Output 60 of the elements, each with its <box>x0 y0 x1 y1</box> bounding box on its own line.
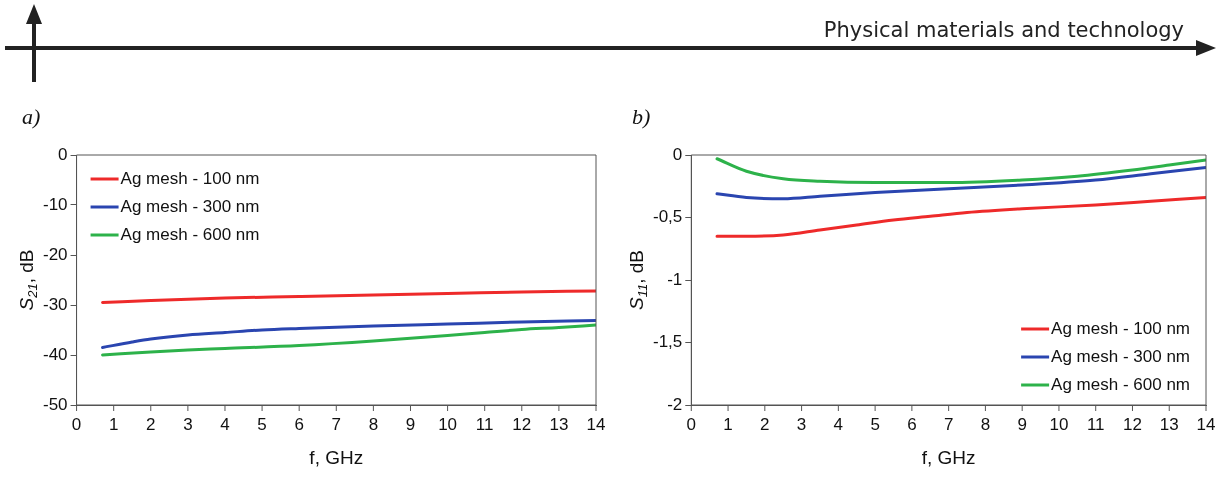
x-tick-label: 1 <box>108 415 119 435</box>
x-tick-label: 6 <box>907 415 917 435</box>
x-axis-title: f, GHz <box>309 446 364 468</box>
y-tick-label: -1,5 <box>653 332 683 352</box>
y-tick-label: -0,5 <box>653 207 683 227</box>
x-tick-label: 8 <box>980 415 991 435</box>
x-tick-label: 11 <box>475 415 494 435</box>
x-tick-label: 7 <box>331 415 342 435</box>
x-tick-label: 3 <box>183 415 193 435</box>
x-tick-label: 4 <box>220 415 230 435</box>
x-tick-label: 2 <box>760 415 770 435</box>
line-series <box>101 289 596 304</box>
x-tick-label: 10 <box>438 415 458 435</box>
x-tick-label: 12 <box>1123 415 1142 435</box>
line-series <box>715 157 1206 184</box>
x-tick-label: 0 <box>71 415 82 435</box>
y-tick-label: -50 <box>42 394 68 414</box>
y-tick-label: -10 <box>42 194 68 214</box>
y-tick-label: -2 <box>667 394 683 414</box>
y-axis-title: S21, dB <box>16 249 40 311</box>
y-tick-label: -40 <box>42 344 68 364</box>
legend-label: Ag mesh - 300 nm <box>120 196 260 216</box>
x-tick-label: 12 <box>512 415 532 435</box>
line-series <box>101 323 596 357</box>
x-tick-label: 5 <box>257 415 267 435</box>
line-series <box>101 319 596 349</box>
x-tick-label: 14 <box>586 415 606 435</box>
legend-label: Ag mesh - 100 nm <box>120 168 260 188</box>
x-tick-label: 5 <box>870 415 880 435</box>
y-axis-title: S11, dB <box>626 250 650 310</box>
x-tick-label: 0 <box>686 415 697 435</box>
legend-label: Ag mesh - 600 nm <box>1051 374 1191 394</box>
text: Physical materials and technology <box>823 18 1184 42</box>
x-tick-label: 7 <box>943 415 954 435</box>
chart-title: b) <box>632 103 651 129</box>
x-axis-title: f, GHz <box>921 446 976 468</box>
x-tick-label: 10 <box>1049 415 1069 435</box>
x-tick-label: 3 <box>796 415 807 435</box>
line-series <box>715 196 1206 238</box>
x-tick-label: 6 <box>294 415 304 435</box>
y-tick-label: -20 <box>42 244 68 264</box>
y-tick-label: -1 <box>667 269 683 289</box>
line-series <box>715 166 1206 201</box>
x-tick-label: 13 <box>1159 415 1179 435</box>
legend-label: Ag mesh - 100 nm <box>1051 318 1191 338</box>
y-tick-label: 0 <box>58 144 68 164</box>
y-tick-label: -30 <box>42 294 68 314</box>
x-tick-label: 1 <box>723 415 733 435</box>
x-tick-label: 11 <box>1086 415 1105 435</box>
chart-title: a) <box>22 103 41 129</box>
x-tick-label: 8 <box>368 415 379 435</box>
x-tick-label: 4 <box>833 415 844 435</box>
x-tick-label: 13 <box>549 415 569 435</box>
y-tick-label: 0 <box>672 144 683 164</box>
x-tick-label: 9 <box>405 415 416 435</box>
legend-label: Ag mesh - 300 nm <box>1051 346 1191 366</box>
legend-label: Ag mesh - 600 nm <box>120 224 260 244</box>
x-tick-label: 9 <box>1017 415 1027 435</box>
x-tick-label: 14 <box>1196 415 1216 435</box>
x-tick-label: 2 <box>146 415 156 435</box>
